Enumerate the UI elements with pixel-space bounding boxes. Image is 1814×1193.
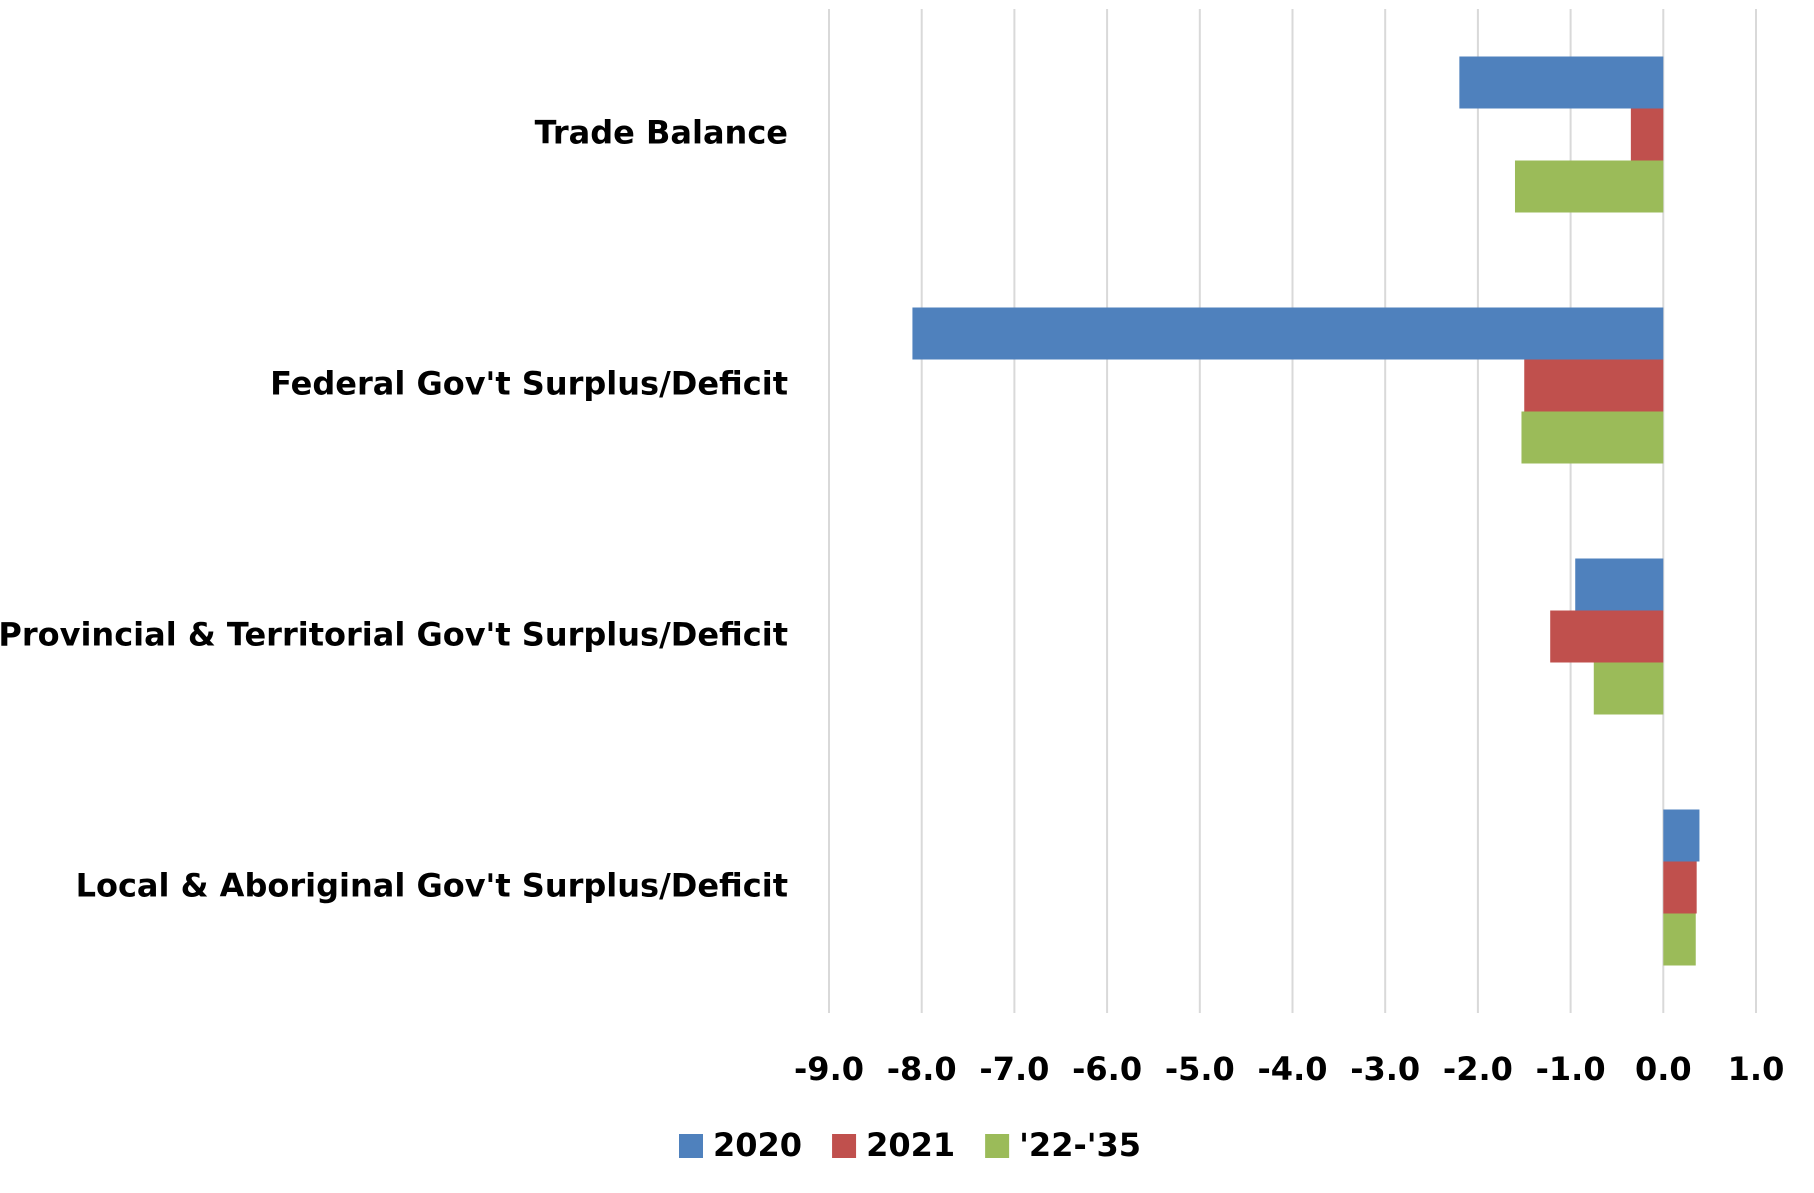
x-tick-label: -4.0: [1258, 1050, 1328, 1088]
bar: [1459, 56, 1664, 109]
x-tick-label: -8.0: [887, 1050, 957, 1088]
x-tick-label: -5.0: [1165, 1050, 1235, 1088]
x-tick-label: -9.0: [794, 1050, 864, 1088]
y-tick-label: Provincial & Territorial Gov't Surplus/D…: [0, 616, 788, 654]
bar: [1630, 108, 1664, 161]
bar: [1575, 558, 1664, 611]
bar: [1514, 160, 1664, 213]
y-tick-label: Trade Balance: [535, 114, 788, 152]
y-tick-label: Local & Aboriginal Gov't Surplus/Deficit: [76, 867, 788, 905]
bar: [1550, 610, 1664, 663]
legend-swatch: [985, 1134, 1010, 1158]
bar: [912, 307, 1664, 360]
x-tick-label: -2.0: [1443, 1050, 1513, 1088]
x-tick-label: -7.0: [979, 1050, 1049, 1088]
x-tick-label: -3.0: [1350, 1050, 1420, 1088]
legend-label: 2021: [866, 1126, 955, 1164]
x-tick-label: 0.0: [1635, 1050, 1692, 1088]
bar: [1663, 861, 1697, 914]
bar: [1521, 411, 1664, 464]
bar: [1663, 913, 1696, 966]
legend-swatch: [679, 1134, 703, 1158]
legend-label: 2020: [713, 1126, 802, 1164]
x-tick-label: -1.0: [1536, 1050, 1606, 1088]
x-tick-label: -6.0: [1072, 1050, 1142, 1088]
bar: [1663, 809, 1700, 862]
legend-swatch: [832, 1134, 857, 1158]
y-tick-label: Federal Gov't Surplus/Deficit: [270, 365, 788, 403]
legend-label: '22-'35: [1019, 1126, 1141, 1164]
bar: [1524, 359, 1664, 412]
x-tick-label: 1.0: [1728, 1050, 1785, 1088]
bar: [1593, 662, 1664, 715]
